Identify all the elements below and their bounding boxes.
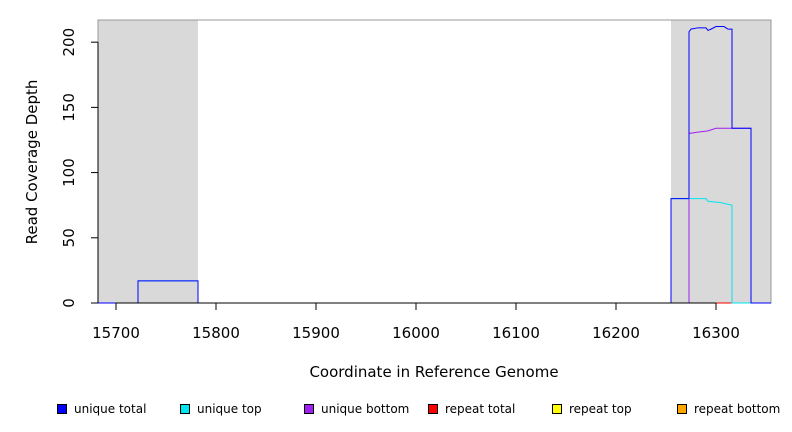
x-axis: 15700 15800 15900 16000 16100 16200 16300 [92,302,740,342]
legend-item: unique bottom [304,399,409,419]
legend-item: repeat total [428,399,515,419]
x-tick-label: 16100 [492,324,540,342]
y-axis-title: Read Coverage Depth [23,80,41,245]
shaded-region-1 [98,20,198,303]
plot-frame [97,19,772,304]
y-tick-label: 200 [60,28,78,57]
x-axis-title: Coordinate in Reference Genome [309,363,558,381]
y-tick-label: 0 [60,298,78,308]
x-tick-label: 15900 [292,324,340,342]
legend-label: unique total [74,402,147,416]
x-tick-label: 16300 [692,324,740,342]
y-tick-label: 150 [60,93,78,122]
legend-item: repeat bottom [677,399,780,419]
series-line-unique-top [98,198,771,304]
legend: unique total unique top unique bottom repea… [0,399,792,421]
legend-swatch [428,404,438,414]
x-tick-label: 15700 [92,324,140,342]
legend-label: repeat top [569,402,632,416]
legend-item: unique top [180,399,262,419]
legend-label: unique bottom [321,402,410,416]
y-tick-label: 50 [60,228,78,247]
legend-item: unique total [57,399,146,419]
shaded-region-2 [671,20,771,303]
x-tick-label: 15800 [192,324,240,342]
legend-swatch [304,404,314,414]
coverage-chart: 15700 15800 15900 16000 16100 16200 16300 0 50 1… [23,19,772,381]
legend-swatch [180,404,190,414]
legend-swatch [677,404,687,414]
legend-swatch [552,404,562,414]
legend-item: repeat top [552,399,632,419]
legend-label: unique top [197,402,262,416]
shaded-regions [98,20,771,303]
legend-label: repeat total [445,402,516,416]
series-layer [98,26,771,304]
legend-label: repeat bottom [694,402,781,416]
series-line-unique-bottom [98,127,771,304]
x-tick-label: 16200 [592,324,640,342]
y-axis: 0 50 100 150 200 [60,28,99,308]
y-tick-label: 100 [60,158,78,187]
x-tick-label: 16000 [392,324,440,342]
legend-swatch [57,404,67,414]
series-line-unique-total [98,26,771,304]
